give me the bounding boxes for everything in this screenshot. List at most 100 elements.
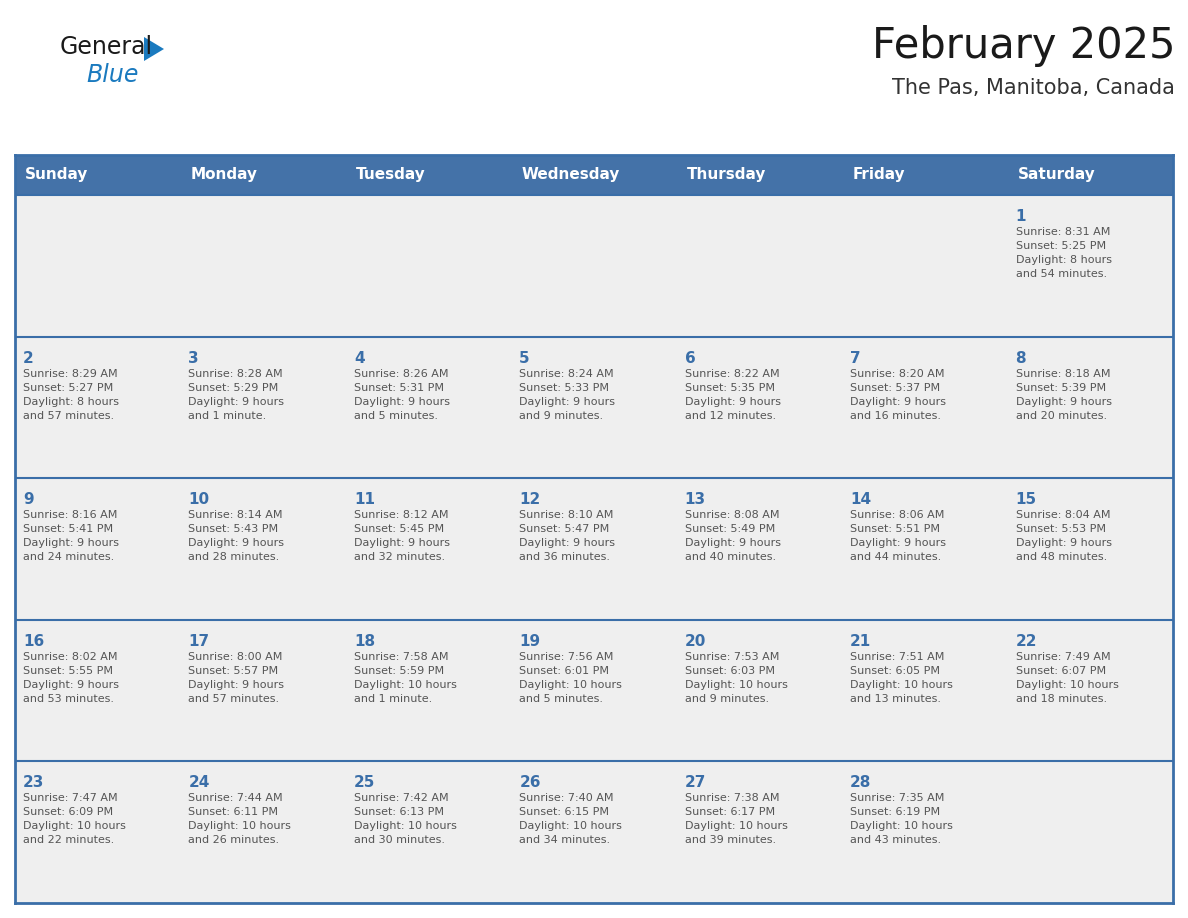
Text: 1: 1 [1016,209,1026,224]
Text: Sunrise: 8:16 AM
Sunset: 5:41 PM
Daylight: 9 hours
and 24 minutes.: Sunrise: 8:16 AM Sunset: 5:41 PM Dayligh… [23,510,119,562]
Text: 15: 15 [1016,492,1037,508]
Bar [181,478,346,620]
Text: 16: 16 [23,633,44,649]
Text: 18: 18 [354,633,375,649]
Bar [15,337,181,478]
Bar [1007,478,1173,620]
Text: Sunrise: 7:40 AM
Sunset: 6:15 PM
Daylight: 10 hours
and 34 minutes.: Sunrise: 7:40 AM Sunset: 6:15 PM Dayligh… [519,793,623,845]
Bar [842,337,1007,478]
Text: Monday: Monday [190,167,258,183]
Text: Sunrise: 8:31 AM
Sunset: 5:25 PM
Daylight: 8 hours
and 54 minutes.: Sunrise: 8:31 AM Sunset: 5:25 PM Dayligh… [1016,227,1112,279]
Text: 3: 3 [189,351,200,365]
Text: 23: 23 [23,776,44,790]
Text: Sunday: Sunday [25,167,88,183]
Text: 8: 8 [1016,351,1026,365]
Text: 24: 24 [189,776,210,790]
Bar [346,155,511,195]
Text: Sunrise: 8:26 AM
Sunset: 5:31 PM
Daylight: 9 hours
and 5 minutes.: Sunrise: 8:26 AM Sunset: 5:31 PM Dayligh… [354,369,450,420]
Bar [511,620,677,761]
Text: Sunrise: 8:04 AM
Sunset: 5:53 PM
Daylight: 9 hours
and 48 minutes.: Sunrise: 8:04 AM Sunset: 5:53 PM Dayligh… [1016,510,1112,562]
Text: 5: 5 [519,351,530,365]
Text: 26: 26 [519,776,541,790]
Bar [677,478,842,620]
Text: 22: 22 [1016,633,1037,649]
Bar [346,478,511,620]
Text: Tuesday: Tuesday [356,167,425,183]
Text: Sunrise: 8:06 AM
Sunset: 5:51 PM
Daylight: 9 hours
and 44 minutes.: Sunrise: 8:06 AM Sunset: 5:51 PM Dayligh… [851,510,946,562]
Text: Sunrise: 7:56 AM
Sunset: 6:01 PM
Daylight: 10 hours
and 5 minutes.: Sunrise: 7:56 AM Sunset: 6:01 PM Dayligh… [519,652,623,704]
Text: Saturday: Saturday [1018,167,1095,183]
Polygon shape [144,37,164,61]
Text: Sunrise: 8:00 AM
Sunset: 5:57 PM
Daylight: 9 hours
and 57 minutes.: Sunrise: 8:00 AM Sunset: 5:57 PM Dayligh… [189,652,284,704]
Bar [842,478,1007,620]
Bar [511,155,677,195]
Bar [677,620,842,761]
Bar [181,337,346,478]
Bar [181,155,346,195]
Bar [1007,620,1173,761]
Text: Wednesday: Wednesday [522,167,620,183]
Bar [842,761,1007,903]
Text: Sunrise: 7:38 AM
Sunset: 6:17 PM
Daylight: 10 hours
and 39 minutes.: Sunrise: 7:38 AM Sunset: 6:17 PM Dayligh… [684,793,788,845]
Text: 7: 7 [851,351,861,365]
Bar [842,195,1007,337]
Text: Friday: Friday [852,167,905,183]
Text: Sunrise: 8:29 AM
Sunset: 5:27 PM
Daylight: 8 hours
and 57 minutes.: Sunrise: 8:29 AM Sunset: 5:27 PM Dayligh… [23,369,119,420]
Bar [15,478,181,620]
Text: 6: 6 [684,351,695,365]
Text: 20: 20 [684,633,706,649]
Text: Sunrise: 7:51 AM
Sunset: 6:05 PM
Daylight: 10 hours
and 13 minutes.: Sunrise: 7:51 AM Sunset: 6:05 PM Dayligh… [851,652,953,704]
Text: 27: 27 [684,776,706,790]
Bar [181,195,346,337]
Text: General: General [61,35,153,59]
Bar [181,761,346,903]
Text: Sunrise: 7:53 AM
Sunset: 6:03 PM
Daylight: 10 hours
and 9 minutes.: Sunrise: 7:53 AM Sunset: 6:03 PM Dayligh… [684,652,788,704]
Bar [15,761,181,903]
Text: Sunrise: 7:47 AM
Sunset: 6:09 PM
Daylight: 10 hours
and 22 minutes.: Sunrise: 7:47 AM Sunset: 6:09 PM Dayligh… [23,793,126,845]
Bar [1007,337,1173,478]
Text: Sunrise: 8:24 AM
Sunset: 5:33 PM
Daylight: 9 hours
and 9 minutes.: Sunrise: 8:24 AM Sunset: 5:33 PM Dayligh… [519,369,615,420]
Text: Sunrise: 7:58 AM
Sunset: 5:59 PM
Daylight: 10 hours
and 1 minute.: Sunrise: 7:58 AM Sunset: 5:59 PM Dayligh… [354,652,456,704]
Text: 28: 28 [851,776,872,790]
Text: Blue: Blue [86,63,138,87]
Text: Sunrise: 7:49 AM
Sunset: 6:07 PM
Daylight: 10 hours
and 18 minutes.: Sunrise: 7:49 AM Sunset: 6:07 PM Dayligh… [1016,652,1118,704]
Text: 2: 2 [23,351,33,365]
Bar [842,155,1007,195]
Bar [677,761,842,903]
Bar [15,195,181,337]
Text: The Pas, Manitoba, Canada: The Pas, Manitoba, Canada [892,78,1175,98]
Text: Thursday: Thursday [687,167,766,183]
Text: Sunrise: 8:12 AM
Sunset: 5:45 PM
Daylight: 9 hours
and 32 minutes.: Sunrise: 8:12 AM Sunset: 5:45 PM Dayligh… [354,510,450,562]
Bar [677,155,842,195]
Bar [346,337,511,478]
Text: 11: 11 [354,492,375,508]
Bar [677,195,842,337]
Text: 4: 4 [354,351,365,365]
Text: 19: 19 [519,633,541,649]
Bar [1007,155,1173,195]
Text: 21: 21 [851,633,871,649]
Bar [511,195,677,337]
Bar [15,155,181,195]
Text: 10: 10 [189,492,209,508]
Bar [181,620,346,761]
Text: 25: 25 [354,776,375,790]
Bar [511,478,677,620]
Text: Sunrise: 8:20 AM
Sunset: 5:37 PM
Daylight: 9 hours
and 16 minutes.: Sunrise: 8:20 AM Sunset: 5:37 PM Dayligh… [851,369,946,420]
Bar [677,337,842,478]
Bar [346,620,511,761]
Bar [1007,761,1173,903]
Text: Sunrise: 7:35 AM
Sunset: 6:19 PM
Daylight: 10 hours
and 43 minutes.: Sunrise: 7:35 AM Sunset: 6:19 PM Dayligh… [851,793,953,845]
Text: 14: 14 [851,492,871,508]
Text: 12: 12 [519,492,541,508]
Text: 17: 17 [189,633,209,649]
Text: Sunrise: 7:44 AM
Sunset: 6:11 PM
Daylight: 10 hours
and 26 minutes.: Sunrise: 7:44 AM Sunset: 6:11 PM Dayligh… [189,793,291,845]
Text: Sunrise: 8:14 AM
Sunset: 5:43 PM
Daylight: 9 hours
and 28 minutes.: Sunrise: 8:14 AM Sunset: 5:43 PM Dayligh… [189,510,284,562]
Bar [511,337,677,478]
Bar [15,620,181,761]
Text: Sunrise: 8:02 AM
Sunset: 5:55 PM
Daylight: 9 hours
and 53 minutes.: Sunrise: 8:02 AM Sunset: 5:55 PM Dayligh… [23,652,119,704]
Text: Sunrise: 8:08 AM
Sunset: 5:49 PM
Daylight: 9 hours
and 40 minutes.: Sunrise: 8:08 AM Sunset: 5:49 PM Dayligh… [684,510,781,562]
Bar [511,761,677,903]
Text: Sunrise: 7:42 AM
Sunset: 6:13 PM
Daylight: 10 hours
and 30 minutes.: Sunrise: 7:42 AM Sunset: 6:13 PM Dayligh… [354,793,456,845]
Bar [1007,195,1173,337]
